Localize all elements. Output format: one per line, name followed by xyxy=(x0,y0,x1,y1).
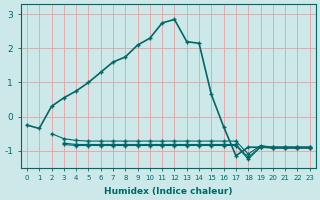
X-axis label: Humidex (Indice chaleur): Humidex (Indice chaleur) xyxy=(104,187,233,196)
